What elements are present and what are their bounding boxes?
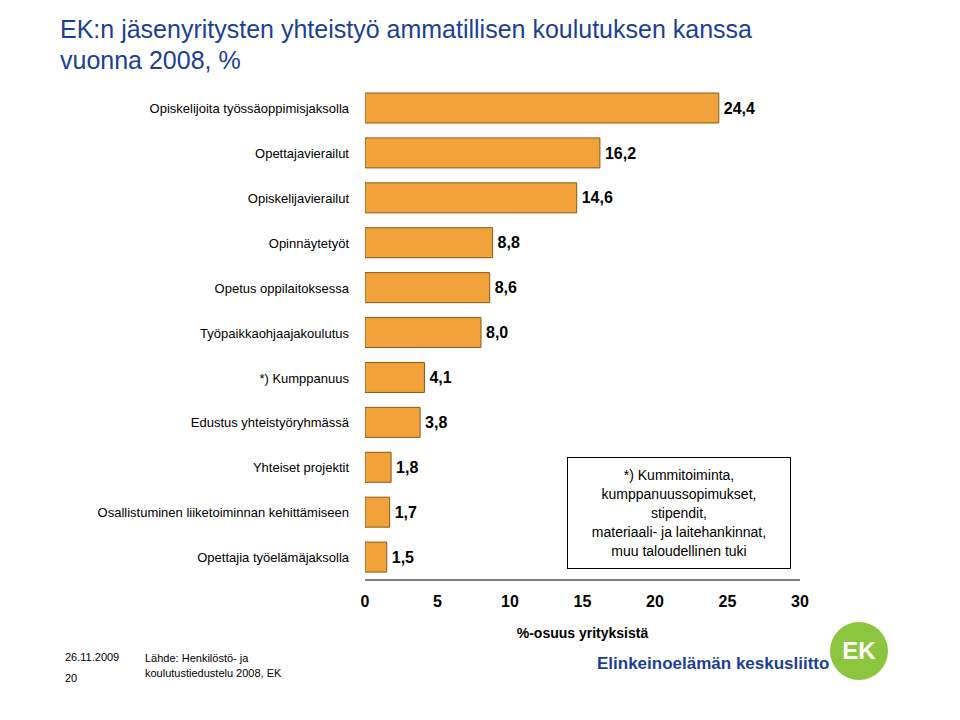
svg-text:8,6: 8,6 (495, 279, 517, 296)
svg-text:Osallistuminen liiketoiminnan: Osallistuminen liiketoiminnan kehittämis… (98, 505, 349, 520)
html-text:materiaali- ja laitehankinnat,: materiaali- ja laitehankinnat, (591, 524, 767, 540)
html-text:kumppanuussopimukset,: kumppanuussopimukset, (601, 486, 757, 502)
svg-text:8,8: 8,8 (498, 234, 520, 251)
svg-text:Yhteiset projektit: Yhteiset projektit (253, 460, 349, 475)
html-text:muu taloudellinen tuki: muu taloudellinen tuki (611, 543, 747, 559)
svg-text:3,8: 3,8 (425, 414, 447, 431)
svg-text:Opetus oppilaitoksessa: Opetus oppilaitoksessa (215, 281, 350, 296)
svg-text:%-osuus yrityksistä: %-osuus yrityksistä (517, 625, 649, 641)
svg-text:Opiskelijoita työssäoppimisjak: Opiskelijoita työssäoppimisjaksolla (150, 101, 350, 116)
html-text:20: 20 (65, 672, 78, 684)
svg-text:*) Kumppanuus: *) Kumppanuus (259, 371, 349, 386)
html-text:EK: EK (842, 637, 876, 664)
svg-text:16,2: 16,2 (605, 145, 636, 162)
svg-text:8,0: 8,0 (486, 324, 508, 341)
svg-text:20: 20 (646, 593, 664, 610)
html-text:*) Kummitoiminta,: *) Kummitoiminta, (623, 467, 735, 483)
svg-text:14,6: 14,6 (582, 189, 613, 206)
svg-text:1,5: 1,5 (392, 549, 414, 566)
html-text:stipendit,: stipendit, (651, 505, 707, 521)
svg-text:Opinnäytetyöt: Opinnäytetyöt (269, 236, 350, 251)
svg-text:1,7: 1,7 (395, 504, 417, 521)
svg-text:Työpaikkaohjaajakoulutus: Työpaikkaohjaajakoulutus (200, 326, 349, 341)
svg-text:Opettajia työelämäjaksolla: Opettajia työelämäjaksolla (197, 550, 350, 565)
svg-text:1,8: 1,8 (396, 459, 418, 476)
svg-text:24,4: 24,4 (724, 100, 755, 117)
svg-text:25: 25 (719, 593, 737, 610)
svg-text:0: 0 (361, 593, 370, 610)
svg-text:Opiskelijavierailut: Opiskelijavierailut (248, 191, 350, 206)
svg-text:30: 30 (791, 593, 809, 610)
svg-text:15: 15 (574, 593, 592, 610)
html-text:Elinkeinoelämän keskusliitto: Elinkeinoelämän keskusliitto (597, 654, 830, 673)
svg-text:Edustus yhteistyöryhmässä: Edustus yhteistyöryhmässä (191, 415, 350, 430)
svg-text:4,1: 4,1 (429, 369, 451, 386)
html-text:26.11.2009: 26.11.2009 (65, 651, 120, 663)
svg-text:5: 5 (433, 593, 442, 610)
html-text:Lähde: Henkilöstö- ja koulutus: Lähde: Henkilöstö- ja koulutustiedustelu… (145, 652, 282, 679)
svg-text:Opettajavierailut: Opettajavierailut (255, 146, 349, 161)
svg-text:10: 10 (501, 593, 519, 610)
html-text:EK:n jäsenyritysten yhteistyö: EK:n jäsenyritysten yhteistyö ammatillis… (60, 15, 752, 74)
